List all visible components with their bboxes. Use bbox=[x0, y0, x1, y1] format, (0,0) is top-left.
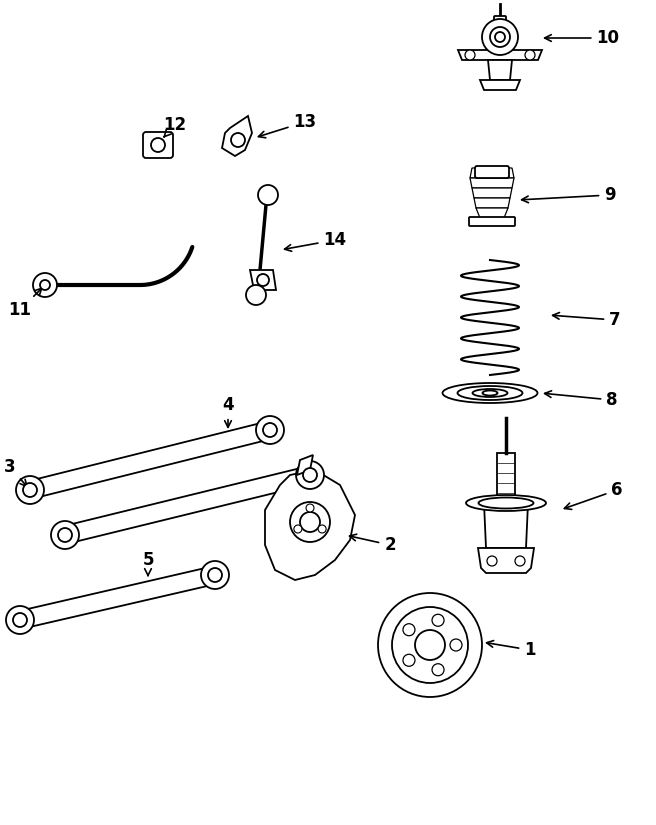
Circle shape bbox=[300, 512, 320, 532]
Text: 1: 1 bbox=[487, 640, 536, 659]
Text: 7: 7 bbox=[552, 311, 621, 329]
Text: 11: 11 bbox=[9, 288, 42, 319]
Circle shape bbox=[450, 639, 462, 651]
FancyBboxPatch shape bbox=[469, 217, 515, 226]
Circle shape bbox=[208, 568, 222, 582]
Circle shape bbox=[40, 280, 50, 290]
Text: 8: 8 bbox=[544, 391, 618, 409]
Polygon shape bbox=[470, 168, 514, 178]
Polygon shape bbox=[497, 453, 515, 503]
Circle shape bbox=[432, 664, 444, 676]
Polygon shape bbox=[18, 566, 217, 629]
Polygon shape bbox=[484, 503, 528, 548]
Circle shape bbox=[294, 525, 302, 533]
Ellipse shape bbox=[457, 386, 522, 400]
Circle shape bbox=[515, 556, 525, 566]
Ellipse shape bbox=[443, 383, 537, 403]
Text: 12: 12 bbox=[163, 116, 186, 137]
Circle shape bbox=[151, 138, 165, 152]
Ellipse shape bbox=[466, 495, 546, 511]
Circle shape bbox=[13, 613, 27, 627]
Text: 6: 6 bbox=[564, 481, 623, 509]
Polygon shape bbox=[476, 208, 508, 218]
Polygon shape bbox=[28, 422, 272, 499]
Circle shape bbox=[403, 654, 415, 667]
Circle shape bbox=[6, 606, 34, 634]
Circle shape bbox=[482, 19, 518, 55]
Text: 10: 10 bbox=[544, 29, 619, 47]
Text: 13: 13 bbox=[258, 113, 317, 138]
Polygon shape bbox=[472, 188, 512, 198]
Circle shape bbox=[415, 630, 445, 660]
Circle shape bbox=[257, 274, 269, 286]
Polygon shape bbox=[474, 198, 510, 208]
Circle shape bbox=[392, 607, 468, 683]
Circle shape bbox=[290, 502, 330, 542]
FancyBboxPatch shape bbox=[475, 166, 509, 178]
Circle shape bbox=[303, 468, 317, 482]
Circle shape bbox=[318, 525, 326, 533]
Circle shape bbox=[403, 624, 415, 636]
Circle shape bbox=[263, 423, 277, 437]
Ellipse shape bbox=[472, 389, 508, 397]
Circle shape bbox=[23, 483, 37, 497]
Circle shape bbox=[490, 27, 510, 47]
Circle shape bbox=[432, 615, 444, 626]
Ellipse shape bbox=[483, 390, 497, 395]
Circle shape bbox=[246, 285, 266, 305]
Text: 9: 9 bbox=[522, 186, 616, 204]
Circle shape bbox=[306, 504, 314, 512]
Polygon shape bbox=[488, 60, 512, 80]
Polygon shape bbox=[478, 548, 534, 573]
Text: 5: 5 bbox=[142, 551, 154, 576]
Circle shape bbox=[51, 521, 79, 549]
Polygon shape bbox=[458, 50, 542, 60]
Circle shape bbox=[378, 593, 482, 697]
Circle shape bbox=[201, 561, 229, 589]
Polygon shape bbox=[250, 270, 276, 290]
Circle shape bbox=[33, 273, 57, 297]
Circle shape bbox=[16, 476, 44, 504]
Polygon shape bbox=[222, 116, 252, 156]
Circle shape bbox=[58, 528, 72, 542]
FancyBboxPatch shape bbox=[143, 132, 173, 158]
Circle shape bbox=[487, 556, 497, 566]
Circle shape bbox=[465, 50, 475, 60]
Circle shape bbox=[258, 185, 278, 205]
Circle shape bbox=[525, 50, 535, 60]
Polygon shape bbox=[470, 178, 514, 188]
Polygon shape bbox=[63, 466, 312, 544]
Text: 3: 3 bbox=[4, 458, 27, 487]
Circle shape bbox=[256, 416, 284, 444]
Text: 14: 14 bbox=[285, 231, 346, 252]
Polygon shape bbox=[297, 455, 313, 475]
Polygon shape bbox=[480, 80, 520, 90]
Text: 4: 4 bbox=[222, 396, 234, 427]
Polygon shape bbox=[265, 470, 355, 580]
Circle shape bbox=[231, 133, 245, 147]
Text: 2: 2 bbox=[350, 535, 396, 554]
Ellipse shape bbox=[478, 497, 533, 508]
Circle shape bbox=[296, 461, 324, 489]
Circle shape bbox=[495, 32, 505, 42]
FancyBboxPatch shape bbox=[494, 16, 506, 24]
